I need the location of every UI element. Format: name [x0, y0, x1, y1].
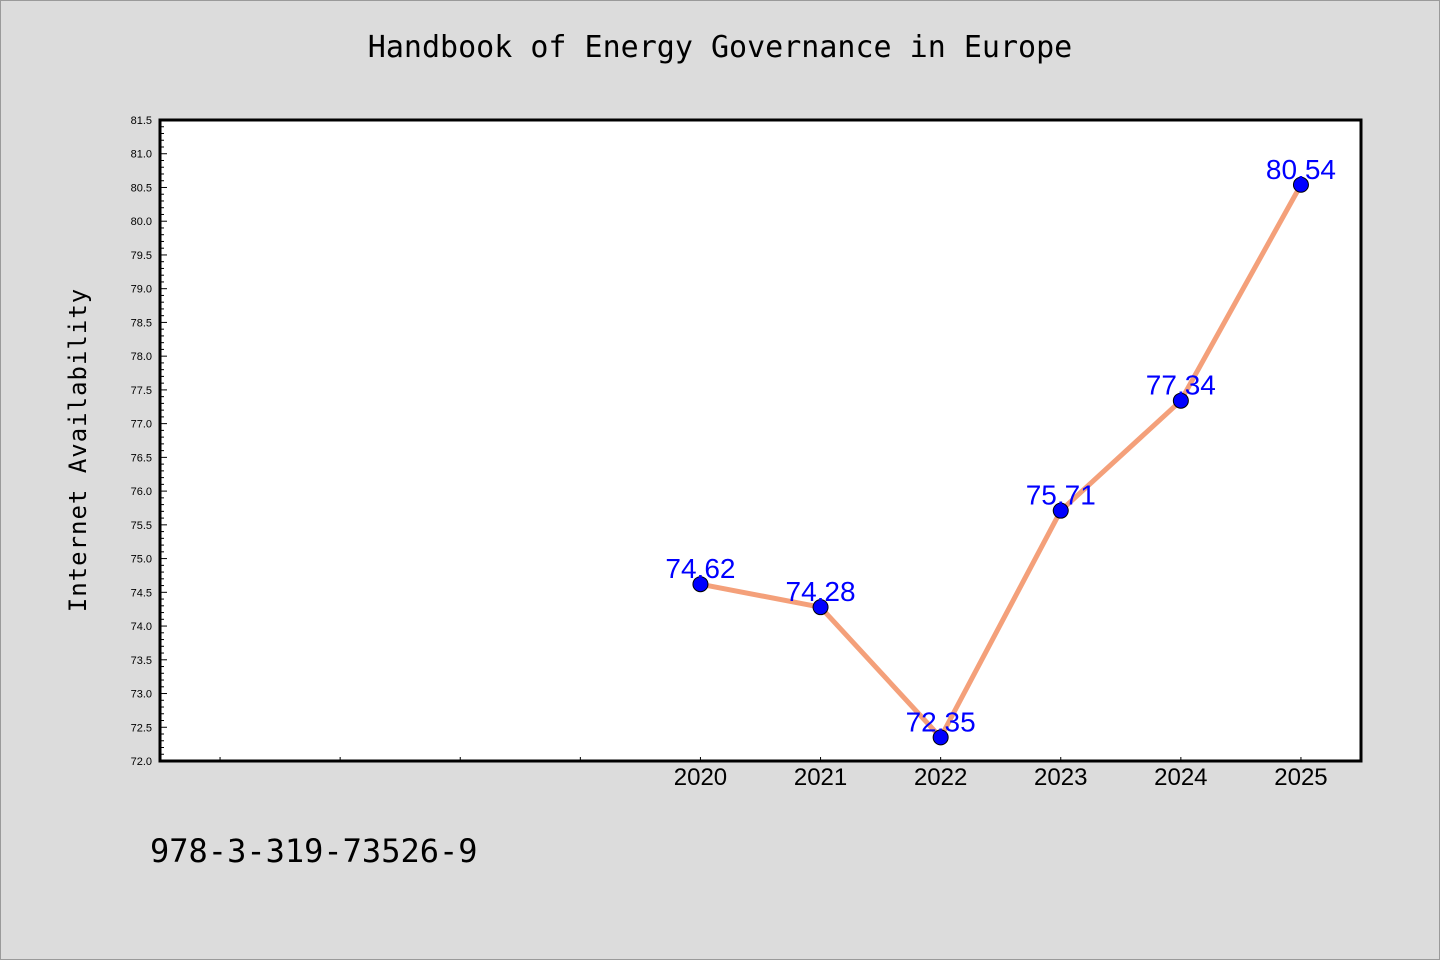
- data-point-marker: [1172, 392, 1189, 409]
- chart-title: Handbook of Energy Governance in Europe: [367, 30, 1073, 65]
- data-point-marker: [1052, 502, 1069, 519]
- x-tick-label: 2020: [674, 764, 727, 791]
- y-tick-label: 78.0: [131, 351, 152, 363]
- data-point-marker: [1292, 176, 1309, 193]
- data-labels-group: 74.62 74.28 72.35 75.71 77.34 80.54: [665, 154, 1336, 738]
- data-label: 74.28: [786, 576, 856, 607]
- series-line: [699, 183, 1304, 740]
- data-point-marker: [692, 576, 709, 593]
- plot-area: [158, 118, 1363, 763]
- y-tick-label: 77.0: [131, 419, 152, 431]
- y-tick-label: 77.5: [131, 385, 152, 397]
- x-tick-label: 2023: [1034, 764, 1087, 791]
- data-label: 80.54: [1266, 154, 1336, 185]
- y-tick-label: 80.5: [131, 182, 152, 194]
- y-tick-label: 73.5: [131, 655, 152, 667]
- x-tick-label: 2024: [1154, 764, 1207, 791]
- y-tick-label: 81.5: [131, 115, 152, 127]
- y-tick-label: 75.5: [131, 520, 152, 532]
- x-tick-label: 2021: [794, 764, 847, 791]
- y-tick-label: 76.5: [131, 452, 152, 464]
- y-tick-label: 76.0: [131, 486, 152, 498]
- data-point-marker: [932, 729, 949, 746]
- y-tick-label: 72.5: [131, 722, 152, 734]
- y-tick-label: 74.0: [131, 621, 152, 633]
- y-tick-label: 78.5: [131, 317, 152, 329]
- data-point-marker: [812, 599, 829, 616]
- footer-isbn: 978-3-319-73526-9: [150, 832, 478, 870]
- series-group: [692, 176, 1309, 746]
- y-axis-ticks: 72.0 72.5 73.0 73.5 74.0 74.5 75.0 75.5 76.0 76.5…: [131, 115, 167, 768]
- y-tick-label: 74.5: [131, 587, 152, 599]
- data-label: 72.35: [906, 706, 976, 737]
- data-label: 74.62: [665, 553, 735, 584]
- x-tick-label: 2025: [1274, 764, 1327, 791]
- y-tick-label: 73.0: [131, 689, 152, 701]
- y-tick-label: 72.0: [131, 756, 152, 768]
- y-tick-label: 80.0: [131, 216, 152, 228]
- x-tick-label: 2022: [914, 764, 967, 791]
- data-label: 75.71: [1026, 480, 1096, 511]
- y-tick-label: 79.0: [131, 284, 152, 296]
- y-tick-label: 75.0: [131, 554, 152, 566]
- x-axis-ticks: 2020 2021 2022 2023 2024 2025: [219, 757, 1328, 791]
- y-tick-label: 79.5: [131, 250, 152, 262]
- y-tick-label: 81.0: [131, 149, 152, 161]
- data-label: 77.34: [1146, 370, 1216, 401]
